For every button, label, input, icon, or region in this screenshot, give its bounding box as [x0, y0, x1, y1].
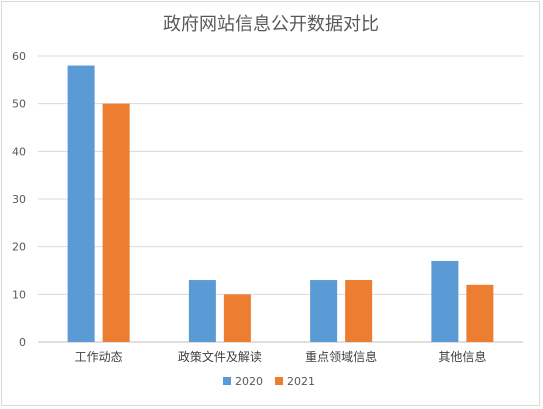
bar-2020-2 [310, 280, 338, 342]
legend: 2020 2021 [223, 375, 315, 388]
bar-2020-0 [67, 65, 95, 343]
bar-2021-3 [466, 284, 494, 342]
bar-2021-2 [345, 280, 373, 342]
x-category-label: 其他信息 [438, 349, 486, 364]
chart-title: 政府网站信息公开数据对比 [163, 14, 379, 35]
legend-label-2021: 2021 [287, 375, 315, 388]
bars [67, 65, 494, 343]
legend-label-2020: 2020 [235, 375, 263, 388]
x-category-label: 政策文件及解读 [178, 349, 262, 364]
x-category-label: 重点领域信息 [305, 349, 377, 364]
y-tick-label: 0 [19, 336, 26, 349]
bar-2020-1 [188, 280, 216, 342]
y-tick-label: 40 [12, 145, 26, 158]
legend-swatch-2020 [223, 377, 231, 385]
bar-2021-1 [223, 294, 251, 342]
y-tick-label: 50 [12, 98, 26, 111]
x-axis-categories: 工作动态 政策文件及解读 重点领域信息 其他信息 [75, 349, 487, 364]
x-category-label: 工作动态 [75, 350, 123, 364]
bar-2020-3 [431, 260, 459, 342]
bar-2021-0 [102, 103, 130, 343]
y-tick-label: 20 [12, 241, 26, 254]
y-tick-label: 60 [12, 50, 26, 63]
y-tick-label: 30 [12, 193, 26, 206]
y-axis-ticks: 0 10 20 30 40 50 60 [12, 50, 26, 349]
y-tick-label: 10 [12, 288, 26, 301]
legend-swatch-2021 [275, 377, 283, 385]
